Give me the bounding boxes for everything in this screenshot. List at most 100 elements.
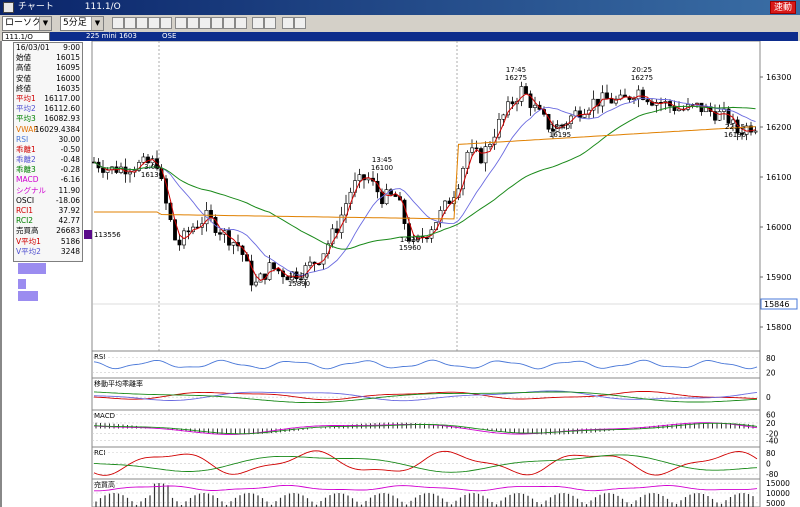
- candle-body: [258, 273, 263, 283]
- panel-tick-label: -40: [766, 436, 778, 445]
- zoom-icon[interactable]: [199, 17, 211, 29]
- panel-tick-label: 20: [766, 419, 776, 428]
- panel-tick-label: -20: [766, 429, 778, 438]
- panel-tick-label: 15000: [766, 479, 790, 488]
- annotation-price: 16100: [371, 164, 393, 172]
- chevron-down-icon[interactable]: ▼: [39, 17, 51, 30]
- title-bar[interactable]: チャート 111.1/O 速動: [0, 0, 800, 15]
- info-value: 16082.93: [44, 114, 80, 124]
- info-label: シグナル: [16, 185, 46, 195]
- current-price-box: [760, 298, 798, 310]
- candle-body: [218, 232, 222, 235]
- info-row: シグナル 11.90: [14, 186, 82, 196]
- info-date-row: 16/03/01 9:00: [14, 43, 82, 53]
- info-row: V平均2 3248: [14, 247, 82, 257]
- y-tick-label: 15800: [766, 323, 791, 332]
- candle-body: [249, 260, 254, 286]
- candle-body: [330, 228, 335, 245]
- candle-body: [384, 189, 389, 205]
- rci-panel-label: RCI: [94, 449, 105, 457]
- panel-tick-label: 20: [766, 369, 776, 378]
- candle-body: [726, 108, 731, 124]
- window-title: チャート: [18, 2, 54, 12]
- annotation-time: 3:00: [144, 163, 160, 171]
- candle-body: [443, 200, 447, 211]
- info-label: 平均3: [16, 114, 36, 124]
- vma1-line: [94, 484, 758, 492]
- pen-icon[interactable]: [252, 17, 264, 29]
- candle-body: [605, 92, 609, 99]
- candle-body: [533, 104, 537, 108]
- candle-body: [231, 242, 236, 246]
- info-value: 37.92: [58, 206, 80, 215]
- info-label: 高値: [16, 63, 31, 73]
- line-chart-icon[interactable]: [124, 17, 136, 29]
- interval-value: 5分足: [63, 18, 87, 28]
- chart-canvas[interactable]: 16300 16200 16100 16000 15900 15800 15846 11355…: [2, 41, 800, 507]
- info-value: 16095: [56, 63, 80, 73]
- candle-body: [393, 194, 398, 197]
- pnf-icon[interactable]: [160, 17, 172, 29]
- candle-body: [272, 262, 276, 270]
- candle-body: [753, 130, 758, 133]
- annotation-price: 15960: [399, 244, 421, 252]
- annotation-time: 13:45: [372, 156, 392, 164]
- info-label: MACD: [16, 175, 39, 185]
- info-label: OSCI: [16, 195, 35, 205]
- draw-icon[interactable]: [187, 17, 199, 29]
- info-value: 5186: [60, 236, 80, 246]
- trend-icon[interactable]: [175, 17, 187, 29]
- info-row: 乖離3 -0.28: [14, 165, 82, 175]
- volume-icon[interactable]: [148, 17, 160, 29]
- chevron-down-icon[interactable]: ▼: [91, 17, 103, 30]
- info-label: 売買高: [16, 226, 39, 236]
- info-row: RCI1 37.92: [14, 206, 82, 216]
- info-row: OSCI -18.06: [14, 196, 82, 206]
- candle-body: [578, 110, 582, 118]
- candle-body: [506, 101, 510, 116]
- info-row: 安値 16000: [14, 74, 82, 84]
- candle-body: [128, 171, 132, 175]
- candle-body: [483, 146, 488, 164]
- main-chart-frame: [91, 41, 761, 353]
- ma3-line: [93, 105, 756, 250]
- info-panel: 16/03/01 9:00 始値 16015 高値 16095 安値 16000 終値 160…: [13, 42, 83, 262]
- candle-body: [447, 200, 452, 204]
- annotation-price: 16275: [631, 74, 653, 82]
- interval-select[interactable]: 5分足 ▼: [60, 16, 104, 31]
- symbol-code-field[interactable]: 111.1/O: [2, 32, 50, 41]
- info-row: 売買高 26683: [14, 226, 82, 236]
- candle-body: [591, 98, 596, 111]
- info-row: VWAP 16029.4384: [14, 125, 82, 135]
- rci1-line: [93, 450, 758, 476]
- bar-chart-icon[interactable]: [112, 17, 124, 29]
- info-row: 終値 16035: [14, 84, 82, 94]
- candle-body: [177, 239, 182, 246]
- candle-body: [285, 276, 290, 281]
- candle-icon[interactable]: [136, 17, 148, 29]
- info-value: 3248: [60, 246, 80, 256]
- sokuho-badge[interactable]: 速動: [769, 1, 796, 14]
- chart-type-select[interactable]: ローソク ▼: [2, 16, 52, 31]
- chart-area[interactable]: 16300 16200 16100 16000 15900 15800 15846 11355…: [0, 41, 800, 507]
- info-date: 16/03/01: [16, 43, 50, 52]
- kairi-panel-label: 移動平均乖離率: [94, 379, 143, 388]
- rsi-panel-frame: [91, 350, 761, 379]
- candle-body: [213, 216, 218, 233]
- y-tick-label: 16300: [766, 73, 791, 82]
- info-time: 9:00: [63, 43, 80, 52]
- info-label: 安値: [16, 73, 31, 83]
- search-icon[interactable]: [282, 17, 294, 29]
- tile-icon[interactable]: [235, 17, 247, 29]
- grid-icon[interactable]: [211, 17, 223, 29]
- settings-icon[interactable]: [223, 17, 235, 29]
- eraser-icon[interactable]: [264, 17, 276, 29]
- annotation-price: 16130: [141, 171, 163, 179]
- color-icon[interactable]: [294, 17, 306, 29]
- annotation-price: 16275: [505, 74, 527, 82]
- info-value: 11.90: [58, 185, 80, 195]
- toolbar: ローソク ▼ 5分足 ▼: [0, 15, 800, 32]
- info-value: 26683: [56, 226, 80, 236]
- candle-body: [560, 124, 564, 127]
- info-value: -0.50: [60, 144, 80, 154]
